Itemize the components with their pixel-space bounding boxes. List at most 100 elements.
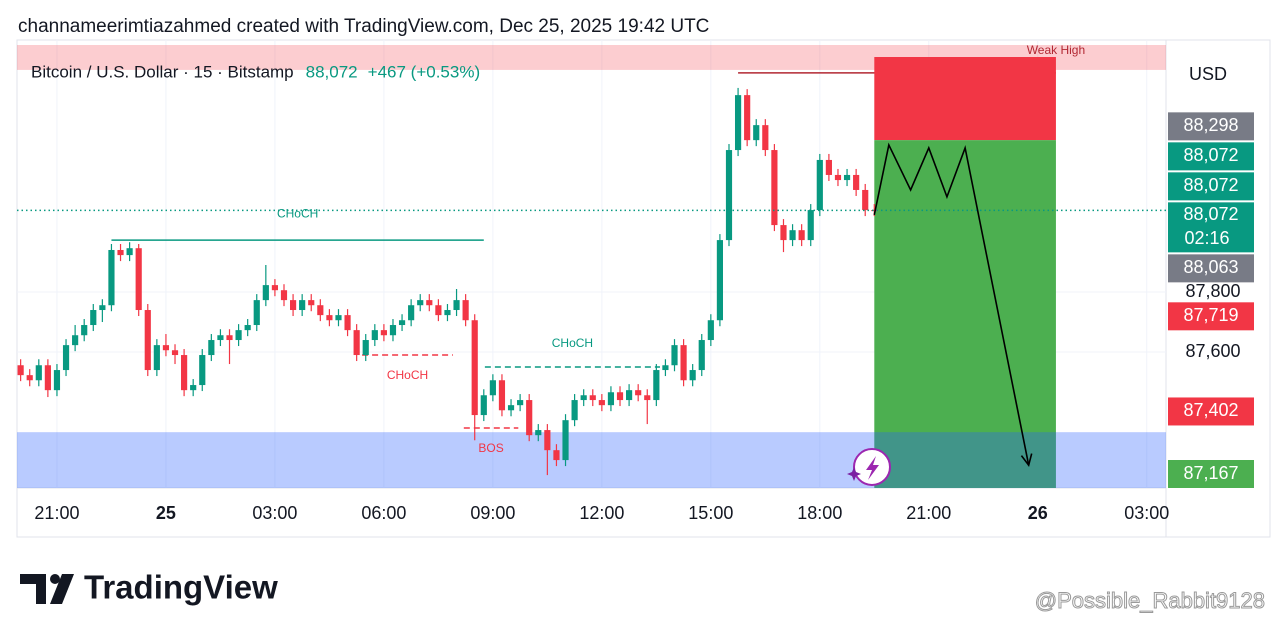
- price-label: 88,072: [1183, 204, 1238, 224]
- candle-body: [807, 210, 814, 241]
- price-label: 87,719: [1183, 305, 1238, 325]
- y-tick-label: 87,800: [1185, 281, 1240, 301]
- x-tick-label: 03:00: [1124, 503, 1169, 523]
- candle-body: [326, 315, 333, 321]
- frame: [16, 39, 1271, 538]
- candle-body: [789, 230, 796, 241]
- candle-body: [344, 315, 351, 331]
- candle-body: [626, 390, 633, 401]
- candle-body: [843, 174, 851, 181]
- candle-body: [498, 380, 506, 411]
- scales: 21:00 25 03:00 06:00 09:00 12:00 15:00 18:00 21:…: [34, 64, 1254, 523]
- candle-body: [362, 340, 369, 356]
- candle-body: [662, 365, 669, 371]
- price-label-box: [1168, 254, 1254, 283]
- candle-body: [753, 125, 760, 141]
- zone: [874, 57, 1056, 141]
- candle-body: [181, 355, 188, 391]
- candle-body: [435, 305, 442, 316]
- candle-body: [507, 405, 515, 411]
- candle-body: [280, 290, 288, 301]
- legend-change: +467 (+0.53%): [368, 62, 480, 81]
- candle-body: [535, 430, 542, 436]
- price-label-box: [1168, 302, 1254, 331]
- legend-price: 88,072: [306, 62, 358, 81]
- candle-body: [353, 330, 360, 356]
- candle-body: [126, 248, 133, 256]
- candle-body: [871, 210, 878, 212]
- candle-body: [208, 340, 215, 356]
- candle-body: [816, 159, 823, 211]
- candle-body: [17, 365, 24, 376]
- candle-body: [517, 400, 524, 406]
- candle-body: [771, 150, 778, 226]
- candle-body: [81, 325, 88, 336]
- candle-body: [162, 345, 170, 351]
- candle-body: [153, 345, 160, 371]
- price-label-box: [1168, 397, 1254, 426]
- brand-logo: TradingView: [20, 569, 278, 606]
- candle-body: [526, 400, 533, 436]
- price-label-box: [1168, 202, 1254, 253]
- candle-body: [580, 395, 587, 401]
- zones: [17, 45, 1166, 489]
- x-tick-label: 06:00: [361, 503, 406, 523]
- brand: TradingView: [84, 569, 278, 606]
- candle-body: [635, 390, 642, 396]
- x-tick-label: 15:00: [688, 503, 733, 523]
- candle-body: [471, 320, 478, 416]
- y-tick-label: 87,600: [1185, 341, 1240, 361]
- candle-body: [53, 370, 61, 391]
- projection-path: [873, 142, 1030, 466]
- candle-body: [725, 150, 733, 241]
- candle-body: [798, 230, 805, 241]
- candle-body: [244, 325, 251, 331]
- candles: [17, 87, 878, 476]
- candle-body: [299, 300, 306, 311]
- candle-body: [26, 375, 33, 381]
- x-tick-label: 09:00: [470, 503, 515, 523]
- x-tick-label: 18:00: [797, 503, 842, 523]
- price-label: 87,402: [1183, 400, 1238, 420]
- candle-body: [72, 335, 79, 346]
- candle-body: [616, 392, 624, 401]
- candle-body: [171, 350, 179, 356]
- candle-body: [553, 450, 560, 461]
- candle-body: [308, 300, 315, 306]
- candle-body: [389, 325, 397, 336]
- price-label: 88,298: [1183, 115, 1238, 135]
- candle-body: [780, 225, 787, 241]
- candle-body: [398, 320, 406, 326]
- projection-arrowhead: [1020, 453, 1033, 467]
- candle-body: [671, 345, 678, 366]
- candle-body: [226, 335, 233, 341]
- lightning-icon: [847, 448, 891, 486]
- price-label-box: [1168, 172, 1254, 201]
- candle-body: [380, 330, 387, 336]
- candle-body: [426, 300, 433, 306]
- candle-body: [235, 330, 242, 341]
- candle-body: [480, 395, 487, 416]
- candle-body: [190, 385, 197, 391]
- level-label: Weak High: [1027, 43, 1085, 57]
- candle-body: [589, 395, 596, 401]
- candle-body: [417, 300, 424, 306]
- candle-body: [680, 345, 687, 381]
- zone: [874, 140, 1056, 489]
- candle-body: [408, 305, 415, 321]
- candle-body: [262, 285, 269, 301]
- x-tick-label: 21:00: [34, 503, 79, 523]
- candle-body: [453, 300, 460, 311]
- candle-body: [571, 400, 578, 421]
- price-label-box: [1168, 460, 1254, 488]
- price-label: 88,072: [1183, 175, 1238, 195]
- candle-body: [707, 320, 714, 341]
- zone: [17, 432, 1166, 488]
- candle-body: [834, 174, 842, 181]
- x-tick-label: 12:00: [579, 503, 624, 523]
- legend: Bitcoin / U.S. Dollar · 15 · Bitstamp 88…: [31, 62, 480, 81]
- candle-body: [734, 95, 742, 151]
- candle-body: [562, 420, 569, 461]
